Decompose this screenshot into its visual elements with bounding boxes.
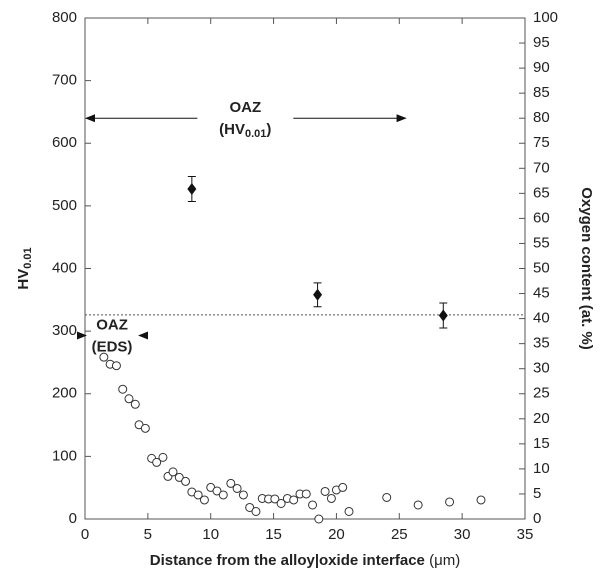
oxygen-point [245,502,255,512]
oxygen-point [226,478,236,488]
y2-tick-label: 25 [533,385,550,402]
x-tick-label: 25 [391,526,408,543]
oxygen-point [238,490,248,500]
y2-tick-label: 20 [533,410,550,427]
oxygen-point [338,482,348,492]
oxygen-point [199,495,209,505]
y2-tick-label: 70 [533,159,550,176]
oxygen-point [276,498,286,508]
y-tick-label: 600 [52,134,77,151]
x-tick-label: 5 [144,526,152,543]
y-tick-label: 300 [52,322,77,339]
x-label-unit: (μm) [429,552,460,569]
y2-tick-label: 50 [533,259,550,276]
y2-tick-label: 35 [533,335,550,352]
oxygen-point [118,384,128,394]
oxygen-point [124,394,134,404]
oxygen-point [193,490,203,500]
x-axis-label: Distance from the alloy|oxide interface … [150,552,460,569]
y-tick-label: 0 [69,510,77,527]
hardness-point [313,288,323,301]
y-tick-label: 100 [52,447,77,464]
oxygen-point [270,494,280,504]
x-tick-label: 15 [265,526,282,543]
y-tick-label: 400 [52,259,77,276]
y2-tick-label: 80 [533,109,550,126]
y2-tick-label: 85 [533,84,550,101]
y-axis-label: HV0.01 [15,247,34,289]
oxygen-point [218,490,228,500]
y-tick-label: 700 [52,72,77,89]
oxygen-point [111,361,121,371]
oxygen-point [382,492,392,502]
oxygen-point [301,489,311,499]
x-tick-label: 20 [328,526,345,543]
y2-tick-label: 10 [533,460,550,477]
annotation-sub: (HV0.01) [219,121,271,140]
y2-tick-label: 90 [533,59,550,76]
y-tick-label: 800 [52,9,77,26]
y2-tick-label: 60 [533,209,550,226]
annotation-sub: (EDS) [92,338,133,355]
y2-tick-label: 45 [533,285,550,302]
oxygen-point [320,486,330,496]
y2-tick-label: 40 [533,310,550,327]
oxygen-point [413,500,423,510]
annotation-sub-main: (HV [219,121,245,138]
oxygen-point [99,352,109,362]
hardness-point [187,182,197,195]
x-tick-label: 10 [202,526,219,543]
y-tick-label: 500 [52,197,77,214]
x-tick-label: 30 [454,526,471,543]
y-label-main: HV [15,269,32,290]
y2-tick-label: 75 [533,134,550,151]
y2-axis-label: Oxygen content (at. %) [578,187,595,350]
y2-tick-label: 100 [533,9,558,26]
oxygen-point [158,452,168,462]
y2-tick-label: 95 [533,34,550,51]
annotation-sub-sub: 0.01 [245,128,266,140]
oxygen-point [344,506,354,516]
annotation-title: OAZ [96,316,128,333]
oxygen-point [289,495,299,505]
hardness-point [438,309,448,322]
x-tick-label: 35 [517,526,534,543]
annotation-sub-main: (EDS) [92,338,133,355]
y2-tick-label: 65 [533,184,550,201]
x-label-main: Distance from the alloy|oxide interface [150,552,425,569]
oxygen-point [308,500,318,510]
oxygen-point [181,476,191,486]
annotation-sub-end: ) [266,121,271,138]
oxygen-point [251,506,261,516]
oxygen-point [140,423,150,433]
y2-tick-label: 0 [533,510,541,527]
oxygen-point [174,472,184,482]
plot-frame [84,17,526,520]
annotation-title: OAZ [229,99,261,116]
y2-tick-label: 5 [533,485,541,502]
oxygen-point [152,457,162,467]
y-label-sub: 0.01 [22,247,34,268]
oxygen-point [445,497,455,507]
oxygen-point [232,483,242,493]
y2-tick-label: 30 [533,360,550,377]
oxygen-point [168,467,178,477]
oxygen-point [130,399,140,409]
oxygen-point [212,486,222,496]
y2-tick-label: 15 [533,435,550,452]
oxygen-point [314,514,324,524]
y-tick-label: 200 [52,385,77,402]
x-tick-label: 0 [81,526,89,543]
oxygen-point [476,495,486,505]
y2-tick-label: 55 [533,234,550,251]
oxygen-point [326,493,336,503]
